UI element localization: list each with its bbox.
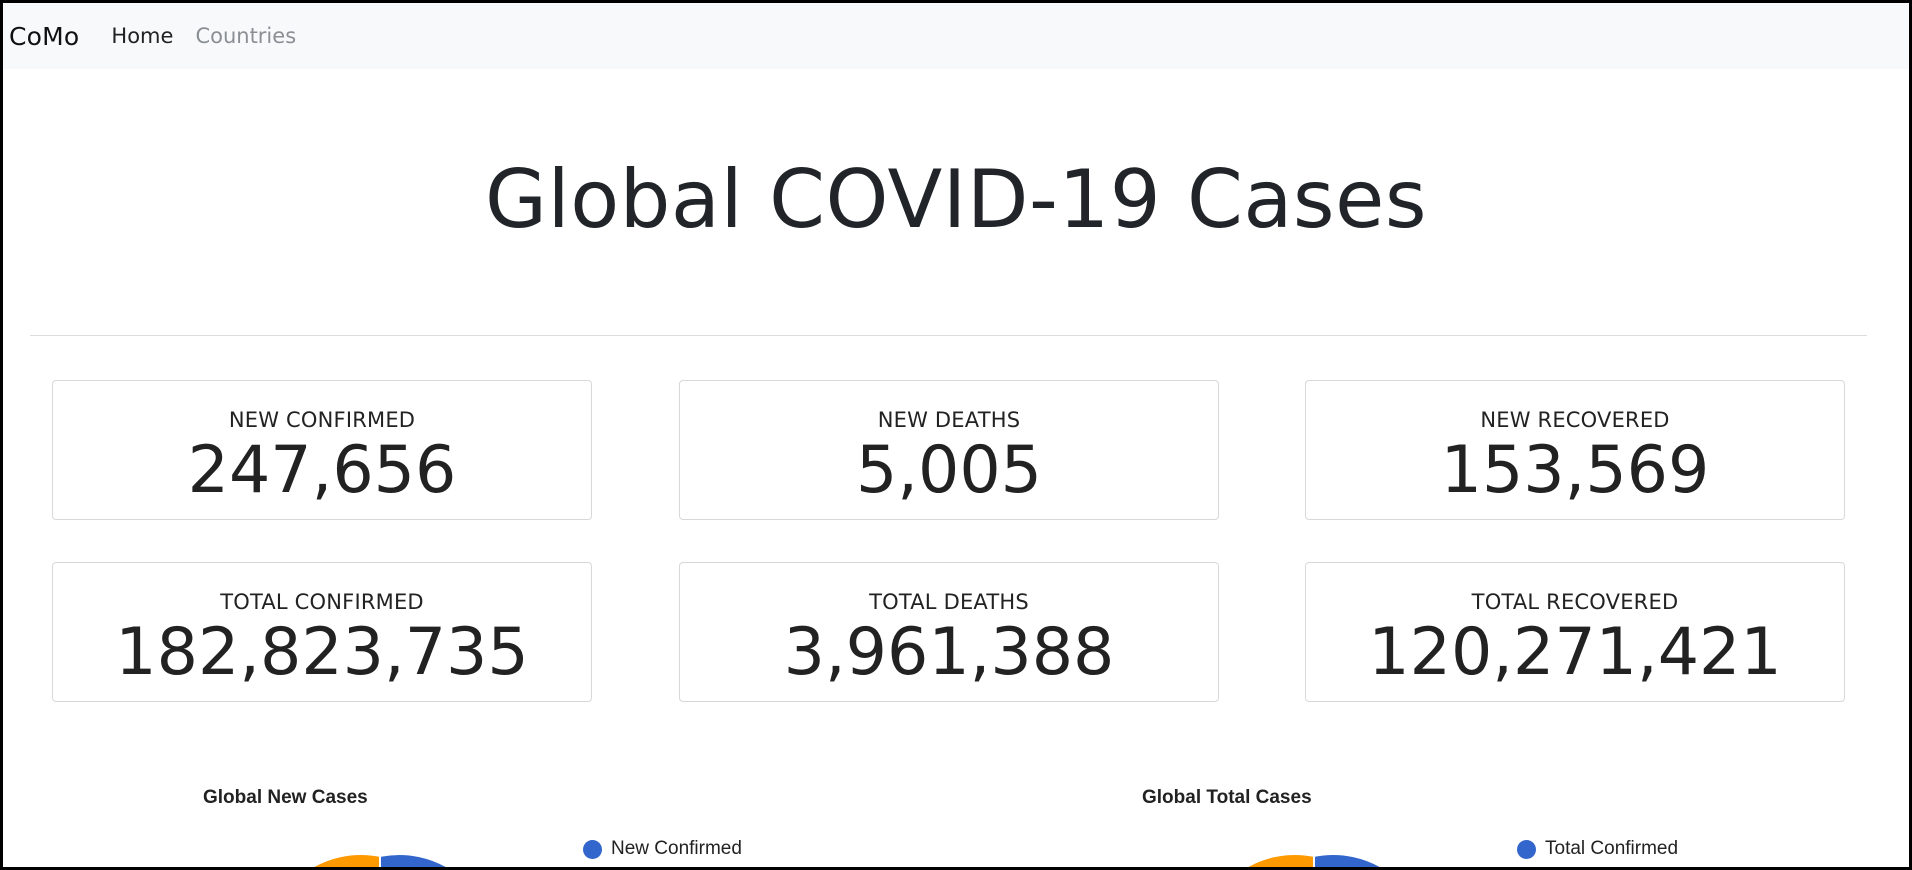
- stat-card-total-recovered: TOTAL RECOVERED 120,271,421: [1305, 562, 1845, 702]
- navbar: CoMo Home Countries: [3, 3, 1909, 69]
- legend-label: Total Confirmed: [1545, 838, 1679, 859]
- stat-value: 120,271,421: [1368, 615, 1782, 690]
- stat-value: 5,005: [855, 433, 1043, 508]
- chart-title: Global Total Cases: [1142, 787, 1312, 808]
- legend-dot: [583, 839, 602, 859]
- stat-value: 247,656: [187, 433, 457, 508]
- pie-slice-blue: [380, 855, 446, 867]
- legend-dot: [1517, 839, 1536, 859]
- stat-card-new-deaths: NEW DEATHS 5,005: [679, 380, 1219, 520]
- app-window: CoMo Home Countries Global COVID-19 Case…: [3, 3, 1909, 867]
- pie-slice-orange: [1248, 855, 1314, 867]
- legend-label: New Confirmed: [611, 838, 742, 859]
- stat-card-new-recovered: NEW RECOVERED 153,569: [1305, 380, 1845, 520]
- brand-logo[interactable]: CoMo: [9, 21, 80, 51]
- nav-link-countries[interactable]: Countries: [195, 24, 297, 48]
- page-title: Global COVID-19 Cases: [484, 153, 1428, 246]
- nav-link-home[interactable]: Home: [111, 24, 174, 48]
- pie-chart[interactable]: [1217, 853, 1417, 867]
- stat-card-new-confirmed: NEW CONFIRMED 247,656: [52, 380, 592, 520]
- stat-value: 153,569: [1440, 433, 1710, 508]
- stat-card-total-deaths: TOTAL DEATHS 3,961,388: [679, 562, 1219, 702]
- chart-title: Global New Cases: [203, 787, 368, 808]
- stat-label: TOTAL RECOVERED: [1471, 590, 1679, 614]
- legend-item[interactable]: New Confirmed: [583, 838, 742, 860]
- divider: [30, 335, 1867, 336]
- pie-slice-orange: [314, 855, 380, 867]
- stat-label: NEW RECOVERED: [1480, 408, 1670, 432]
- pie-slice-blue: [1314, 855, 1380, 867]
- stat-label: TOTAL DEATHS: [869, 590, 1029, 614]
- stat-label: NEW CONFIRMED: [228, 408, 416, 432]
- stat-label: TOTAL CONFIRMED: [220, 590, 424, 614]
- pie-chart[interactable]: [283, 853, 483, 867]
- stat-label: NEW DEATHS: [877, 408, 1021, 432]
- stat-value: 3,961,388: [783, 615, 1115, 690]
- stat-card-total-confirmed: TOTAL CONFIRMED 182,823,735: [52, 562, 592, 702]
- stat-value: 182,823,735: [115, 615, 529, 690]
- legend-item[interactable]: Total Confirmed: [1517, 838, 1678, 860]
